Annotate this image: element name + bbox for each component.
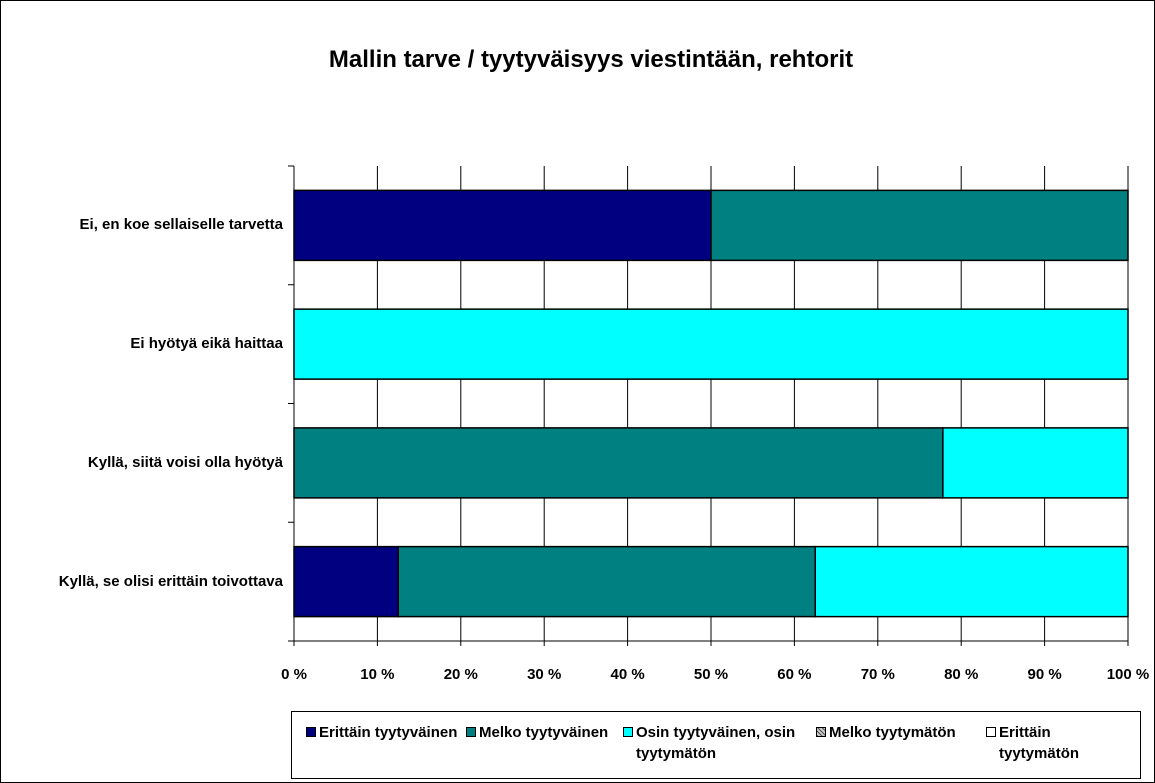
bar-segment <box>710 189 1129 262</box>
x-tick-label: 90 % <box>1027 666 1061 683</box>
x-tick-label: 50 % <box>694 666 728 683</box>
bar-segment <box>293 189 712 262</box>
legend-label: Melko tyytymätön <box>829 724 956 741</box>
category-label-text: Ei hyötyä eikä haittaa <box>130 335 283 353</box>
bar-segment <box>293 427 944 499</box>
legend-label: Erittäin tyytymätön <box>999 724 1080 762</box>
legend-entry: Erittäin tyytyväinen <box>306 722 466 778</box>
x-tick-label: 0 % <box>281 666 307 683</box>
legend-swatch <box>623 727 633 737</box>
category-label: Kyllä, siitä voisi olla hyötyä <box>1 453 283 473</box>
legend-label: Erittäin tyytyväinen <box>319 724 458 741</box>
category-label-text: Kyllä, siitä voisi olla hyötyä <box>87 453 283 471</box>
bar-segment <box>293 308 1129 380</box>
bar-segment <box>293 545 399 618</box>
category-label: Kyllä, se olisi erittäin toivottava <box>1 572 283 592</box>
legend-swatch <box>466 727 476 737</box>
legend-swatch <box>816 727 826 737</box>
x-tick-label: 40 % <box>610 666 644 683</box>
legend-label: Osin tyytyväinen, osin tyytymätön <box>636 724 796 762</box>
category-label-text: Ei, en koe sellaiselle tarvetta <box>79 216 283 234</box>
x-tick-label: 80 % <box>944 666 978 683</box>
bar-segment <box>942 427 1129 499</box>
x-tick-label: 30 % <box>527 666 561 683</box>
chart-title: Mallin tarve / tyytyväisyys viestintään,… <box>329 46 853 73</box>
bar-segment <box>814 545 1129 618</box>
legend-swatch <box>306 727 316 737</box>
x-tick-label: 10 % <box>360 666 394 683</box>
legend-swatch <box>986 727 996 737</box>
legend: Erittäin tyytyväinen Melko tyytyväinen Osi… <box>291 711 1141 779</box>
bar-segment <box>397 545 816 618</box>
category-label-text: Kyllä, se olisi erittäin toivottava <box>58 572 283 590</box>
x-tick-label: 60 % <box>777 666 811 683</box>
legend-entry: Osin tyytyväinen, osin tyytymätön <box>623 722 816 778</box>
x-tick-label: 20 % <box>444 666 478 683</box>
legend-entry: Erittäin tyytymätön <box>986 722 1126 778</box>
legend-entry: Melko tyytyväinen <box>466 722 623 778</box>
category-label: Ei, en koe sellaiselle tarvetta <box>1 215 283 235</box>
x-tick-label: 70 % <box>861 666 895 683</box>
legend-label: Melko tyytyväinen <box>479 724 609 741</box>
legend-entry: Melko tyytymätön <box>816 722 986 778</box>
category-label: Ei hyötyä eikä haittaa <box>1 334 283 354</box>
x-tick-label: 100 % <box>1107 666 1150 683</box>
